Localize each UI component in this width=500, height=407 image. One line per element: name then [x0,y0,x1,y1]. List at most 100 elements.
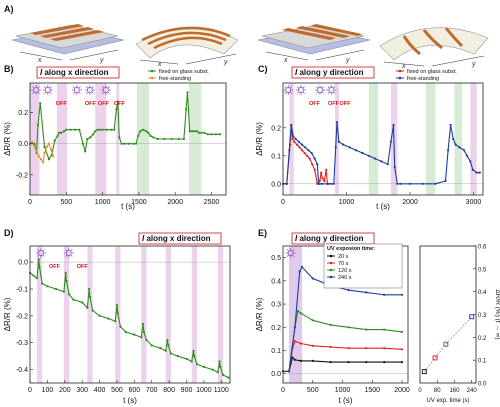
data-point [98,128,101,131]
chart-title-box: I along x direction [36,66,120,79]
data-point [123,142,126,145]
x-tick-label: 2500 [204,199,220,206]
shaded-interval [454,83,463,195]
data-point [291,356,294,359]
uv-ray [327,86,330,89]
data-point [43,151,46,155]
uv-ray [284,91,287,94]
uv-ray [73,91,75,94]
uv-ray [64,249,67,252]
legend: fixed on glass subst.free-standing [148,69,209,82]
data-point [134,142,138,145]
data-point [320,171,323,174]
data-point [145,130,148,133]
data-point [383,347,386,350]
uv-ray [297,86,299,89]
data-point [46,285,49,288]
uv-lamp-icon [44,87,51,93]
data-point [118,136,121,139]
data-point [348,146,351,149]
data-point [285,182,288,185]
legend-marker [398,76,402,80]
axis-x-glyph: x [283,57,288,64]
data-point [140,336,143,339]
data-point [156,137,159,141]
data-point [52,155,55,158]
data-point [159,347,162,350]
data-point [393,165,396,169]
data-point [347,289,350,292]
data-point [193,130,196,133]
data-point [32,274,35,277]
data-point [383,361,386,364]
y-tick-label: 0.0 [271,181,281,188]
y-axis-label: ΔR/R (%) [3,122,12,156]
inset-frame [419,245,477,384]
axis-y-glyph: y [99,57,104,64]
data-point [298,270,301,273]
off-label: OFF [339,101,351,107]
uv-ray [107,86,110,89]
data-point [471,168,474,171]
data-point [195,130,199,133]
data-point [185,357,188,360]
data-point [299,342,302,345]
uv-marker [31,85,42,95]
data-point [152,136,155,139]
uv-marker [42,85,53,95]
axis-y-glyph: y [223,59,228,66]
inset-x-tick-label: 0 [418,388,422,394]
data-point [447,149,450,152]
uv-ray [49,91,52,94]
data-point [308,157,311,160]
data-point [37,155,40,158]
data-point [149,134,152,137]
data-point [182,137,185,141]
data-point [192,349,195,352]
legend-label: 120 s [338,268,352,274]
data-point [72,298,75,301]
data-point [399,182,402,185]
inset-x-axis-label: UV exp. time (s) [426,398,469,404]
data-point [361,151,364,155]
data-point [41,282,44,285]
chart-panel-d: 0 100 200 300 400 500 600 700 800 900 1000 1100 -0.4… [3,228,231,405]
data-point [81,301,84,304]
y-tick-label: -0.3 [16,340,28,347]
uv-ray [297,91,299,94]
legend-title: UV exposion time: [327,246,375,252]
uv-ray [49,86,52,89]
title-text: along x direction [42,68,108,77]
data-point [167,344,170,347]
data-point [42,161,45,164]
data-point [311,319,314,322]
data-point [53,139,56,142]
data-point [449,123,452,127]
uv-ray [43,86,46,89]
uv-marker [63,248,74,258]
data-point [98,314,101,317]
data-point [329,323,332,326]
inset-y-tick-label: 0.4 [478,290,487,296]
axis-y-glyph: y [345,57,350,64]
title-symbol: I [40,68,43,77]
y-tick-label: 0.0 [18,141,28,148]
uv-ray [321,91,324,94]
data-point [88,295,92,299]
data-point [307,149,310,152]
data-point [326,182,329,185]
y-tick-label: -0.4 [16,367,28,374]
data-point [33,145,36,148]
data-point [186,91,189,94]
panel-letter: D) [4,228,14,238]
uv-ray [70,254,73,257]
data-point [55,287,58,291]
y-tick-label: 0.5 [271,255,281,262]
x-tick-label: 200 [59,387,71,394]
data-point [466,154,469,157]
data-point [119,325,122,328]
uv-ray [64,254,67,257]
shaded-interval [30,83,40,195]
data-point [329,361,332,364]
